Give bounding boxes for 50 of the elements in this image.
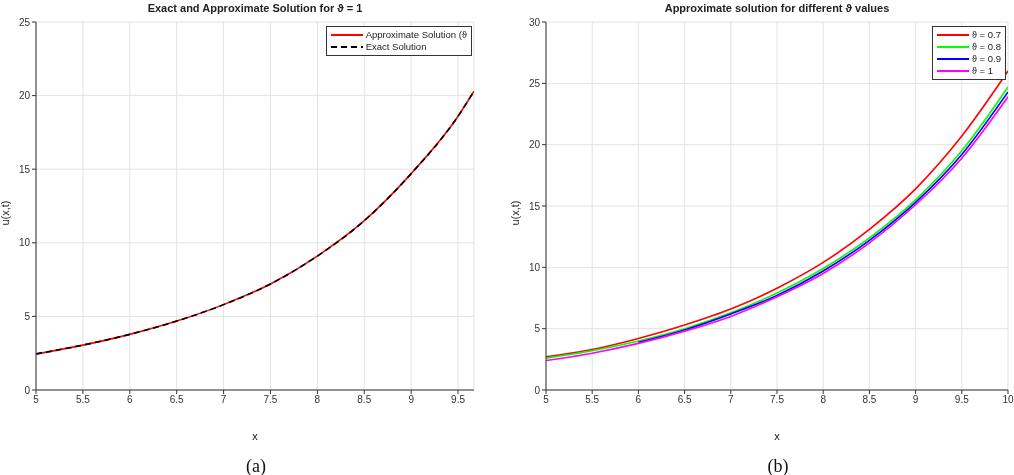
line-series	[637, 91, 1008, 343]
x-tick-label: 6	[635, 394, 642, 406]
chart-title: Exact and Approximate Solution for ϑ = 1	[146, 2, 364, 14]
y-tick-label: 20	[18, 90, 31, 102]
x-tick-label: 8.5	[862, 394, 877, 406]
x-axis-title: x	[251, 430, 259, 442]
x-tick-label: 6.5	[677, 394, 692, 406]
x-tick-label: 7	[220, 394, 227, 406]
legend-label: Approximate Solution (ϑ	[365, 29, 467, 41]
legend-label: ϑ = 0.8	[971, 41, 1001, 53]
x-tick-label: 9	[408, 394, 415, 406]
legend-label: ϑ = 1	[971, 65, 994, 77]
x-tick-label: 8	[314, 394, 321, 406]
y-tick-label: 0	[534, 384, 541, 396]
y-tick-label: 15	[18, 163, 31, 175]
y-tick-label: 10	[18, 237, 31, 249]
y-tick-label: 5	[534, 323, 541, 335]
x-axis-title: x	[773, 430, 781, 442]
x-tick-label: 6.5	[169, 394, 185, 406]
y-axis-title: u(x,t)	[509, 199, 521, 228]
x-tick-label: 10	[1002, 394, 1014, 406]
y-tick-label: 10	[528, 261, 541, 273]
x-tick-label: 8.5	[357, 394, 372, 406]
x-tick-label: 7.5	[770, 394, 785, 406]
x-tick-label: 7.5	[263, 394, 278, 406]
x-tick-label: 5.5	[585, 394, 600, 406]
legend-label: ϑ = 0.7	[971, 29, 1001, 41]
x-tick-label: 6	[127, 394, 134, 406]
y-tick-label: 25	[528, 77, 541, 89]
x-tick-label: 5	[33, 394, 40, 406]
x-tick-label: 9.5	[954, 394, 970, 406]
x-tick-label: 5	[543, 394, 550, 406]
y-tick-label: 0	[24, 384, 31, 396]
chart-title: Approximate solution for different ϑ values	[663, 2, 891, 14]
y-axis-title: u(x,t)	[0, 199, 11, 228]
legend-label: ϑ = 0.9	[971, 53, 1001, 65]
x-tick-label: 9	[912, 394, 919, 406]
y-tick-label: 5	[24, 310, 31, 322]
text: (a)	[245, 456, 267, 475]
line-series	[36, 90, 474, 355]
x-tick-label: 9.5	[451, 394, 466, 406]
x-tick-label: 5.5	[75, 394, 91, 406]
x-tick-label: 7	[728, 394, 735, 406]
legend-label: Exact Solution	[365, 41, 427, 53]
text: (b)	[766, 456, 790, 475]
x-tick-label: 8	[820, 394, 827, 406]
y-tick-label: 15	[528, 200, 541, 212]
y-tick-label: 30	[528, 16, 541, 28]
y-tick-label: 20	[528, 139, 541, 151]
y-tick-label: 25	[18, 16, 31, 28]
